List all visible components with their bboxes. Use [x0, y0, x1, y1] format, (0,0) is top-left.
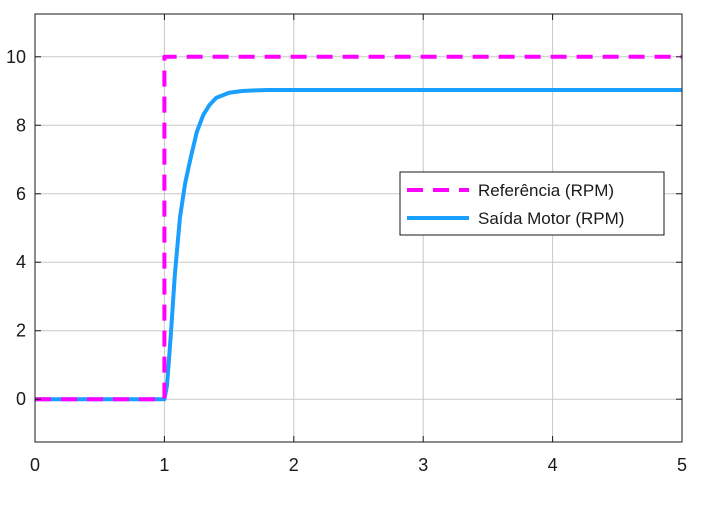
y-tick-label: 4 [16, 252, 26, 272]
series-line-reference [35, 54, 682, 402]
legend-label-motor-output: Saída Motor (RPM) [478, 209, 624, 228]
x-tick-label: 0 [30, 455, 40, 475]
x-tick-label: 4 [548, 455, 558, 475]
legend: Referência (RPM) Saída Motor (RPM) [399, 171, 665, 236]
y-tick-label: 2 [16, 321, 26, 341]
x-tick-label: 2 [289, 455, 299, 475]
x-tick-label: 5 [677, 455, 687, 475]
y-tick-label: 0 [16, 389, 26, 409]
x-tick-label: 3 [418, 455, 428, 475]
tick-labels: 0 1 2 3 4 5 0 2 4 6 8 10 [6, 47, 687, 475]
y-tick-label: 10 [6, 47, 26, 67]
x-tick-label: 1 [159, 455, 169, 475]
plot-frame [34, 13, 683, 443]
y-tick-label: 8 [16, 115, 26, 135]
series-line-motor-output [35, 88, 682, 402]
legend-label-reference: Referência (RPM) [478, 181, 614, 200]
axis-ticks [34, 14, 683, 442]
series-layer [35, 54, 682, 402]
legend-box [399, 171, 665, 236]
y-tick-label: 6 [16, 184, 26, 204]
